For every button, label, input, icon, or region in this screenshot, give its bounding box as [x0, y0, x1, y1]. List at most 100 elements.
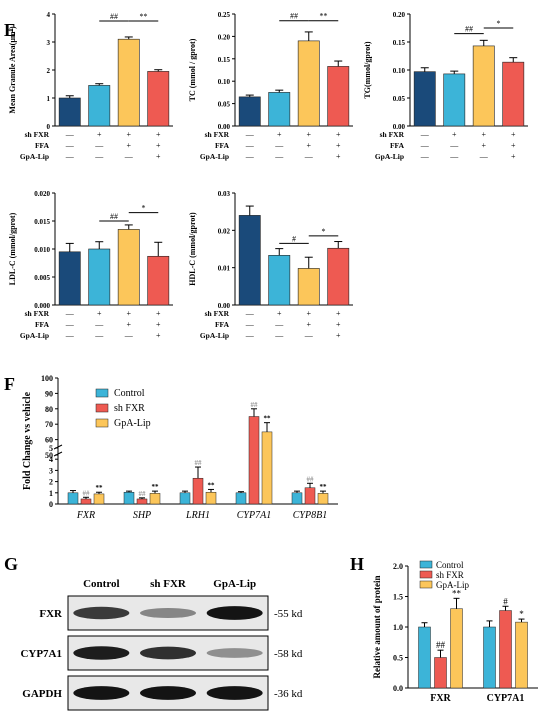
treatment-label: FFA	[390, 141, 405, 150]
bar	[93, 493, 105, 505]
y-tick-label: 4	[49, 455, 53, 464]
treatment-symbol: —	[94, 152, 104, 161]
y-tick-label: 5	[49, 444, 53, 453]
significance-mark: *	[519, 609, 524, 619]
blot-size-marker: -58 kd	[274, 648, 303, 660]
treatment-symbol: +	[306, 309, 311, 318]
treatment-symbol: +	[336, 320, 341, 329]
panel-label-g: G	[4, 554, 18, 574]
treatment-label: sh FXR	[205, 309, 230, 318]
bar	[515, 621, 528, 689]
significance-mark: **	[152, 483, 160, 491]
treatment-symbol: +	[336, 331, 341, 340]
treatment-symbol: —	[124, 152, 134, 161]
treatment-label: sh FXR	[25, 309, 50, 318]
significance-mark: *	[322, 227, 326, 236]
bar	[117, 229, 140, 306]
y-tick-label: 2.0	[393, 562, 403, 571]
treatment-symbol: —	[124, 331, 134, 340]
bar	[147, 71, 170, 127]
bar	[317, 493, 329, 505]
significance-mark: ##	[465, 25, 473, 34]
legend-label: Control	[114, 388, 145, 399]
bar	[149, 493, 161, 505]
bar	[291, 492, 303, 505]
significance-mark: **	[208, 481, 216, 489]
legend-swatch	[95, 403, 109, 413]
legend-swatch	[419, 570, 433, 579]
blot-band	[140, 607, 196, 619]
panel-label-f: F	[4, 374, 15, 394]
y-tick-label: 0.5	[393, 654, 403, 663]
treatment-symbol: +	[156, 130, 161, 139]
x-tick-label: SHP	[133, 510, 151, 521]
blot-band	[140, 686, 196, 700]
y-tick-label: 3	[49, 466, 53, 475]
blot-size-marker: -36 kd	[274, 688, 303, 700]
blot-row-label: FXR	[39, 608, 63, 620]
treatment-symbol: —	[304, 152, 314, 161]
treatment-symbol: —	[245, 309, 255, 318]
y-tick-label: 1	[49, 489, 53, 498]
bar	[472, 45, 495, 127]
treatment-symbol: —	[274, 152, 284, 161]
treatment-symbol: +	[511, 152, 516, 161]
bar	[238, 96, 261, 127]
legend-label: sh FXR	[114, 403, 145, 414]
y-tick-label: 0.010	[34, 246, 50, 254]
blot-row-label: CYP7A1	[20, 648, 62, 660]
treatment-symbol: +	[156, 309, 161, 318]
blot-band	[206, 606, 263, 620]
legend-label: GpA-Lip	[436, 580, 469, 590]
treatment-symbol: +	[336, 141, 341, 150]
treatment-symbol: —	[94, 320, 104, 329]
x-tick-label: LRH1	[185, 510, 210, 521]
y-tick-label: 0.02	[218, 227, 231, 235]
bar	[192, 477, 204, 505]
treatment-symbol: —	[65, 152, 75, 161]
treatment-symbol: +	[511, 130, 516, 139]
treatment-label: sh FXR	[380, 130, 405, 139]
treatment-symbol: —	[304, 331, 314, 340]
treatment-symbol: —	[420, 130, 430, 139]
blot-size-marker: -55 kd	[274, 608, 303, 620]
treatment-symbol: +	[156, 141, 161, 150]
blot-column-label: Control	[83, 578, 119, 590]
y-tick-label: 2	[47, 67, 51, 75]
significance-mark: ##	[436, 640, 446, 650]
treatment-symbol: +	[336, 130, 341, 139]
bar	[434, 657, 447, 689]
y-tick-label: 0.020	[34, 190, 50, 198]
treatment-label: GpA-Lip	[20, 152, 49, 161]
bar	[297, 268, 320, 306]
treatment-symbol: +	[306, 320, 311, 329]
y-tick-label: 1	[47, 95, 51, 103]
bar	[179, 492, 191, 505]
bar	[88, 85, 111, 127]
blot-column-label: GpA-Lip	[213, 578, 256, 590]
treatment-symbol: +	[126, 130, 131, 139]
bar	[413, 71, 436, 127]
treatment-symbol: +	[481, 130, 486, 139]
bar	[80, 498, 92, 505]
y-tick-label: 0.000	[34, 302, 50, 310]
treatment-label: FFA	[215, 141, 230, 150]
bar	[268, 255, 291, 306]
bar	[327, 66, 350, 127]
y-tick-label: 3	[47, 39, 51, 47]
y-tick-label: 0.20	[393, 11, 406, 19]
y-tick-label: 0.00	[218, 123, 231, 131]
treatment-symbol: —	[245, 141, 255, 150]
bar	[450, 608, 463, 689]
bar	[443, 73, 466, 127]
significance-mark: *	[142, 204, 146, 213]
treatment-symbol: +	[306, 141, 311, 150]
bar	[268, 92, 291, 127]
treatment-label: FFA	[35, 141, 50, 150]
treatment-symbol: —	[65, 309, 75, 318]
bar	[67, 492, 79, 505]
treatment-symbol: +	[97, 130, 102, 139]
x-tick-label: CYP7A1	[487, 693, 525, 704]
y-tick-label: 0.01	[218, 265, 231, 273]
